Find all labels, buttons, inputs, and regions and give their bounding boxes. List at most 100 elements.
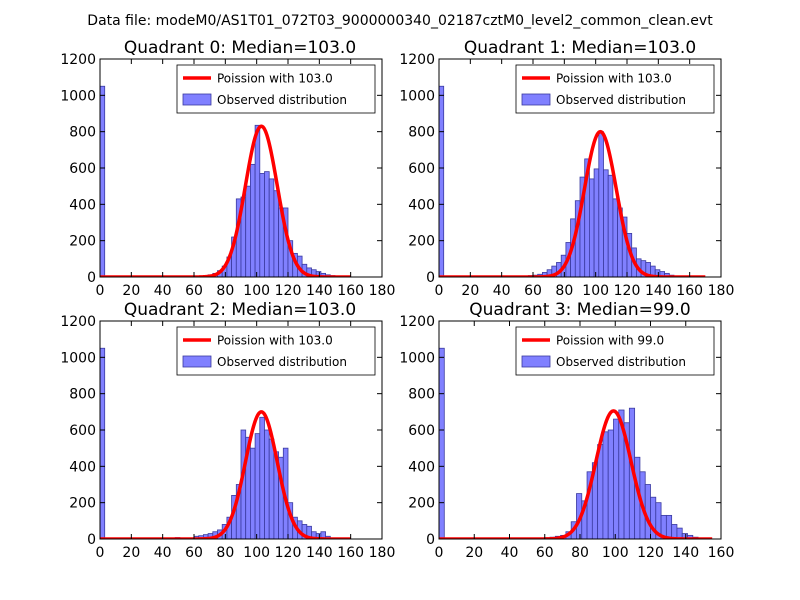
histogram-bar xyxy=(603,169,609,277)
legend: Poission with 103.0 Observed distribution xyxy=(176,64,376,114)
figure-title: Data file: modeM0/AS1T01_072T03_90000003… xyxy=(87,13,713,29)
y-tick-label: 600 xyxy=(69,161,96,177)
x-tick-label: 60 xyxy=(185,545,203,561)
y-tick-label: 600 xyxy=(408,423,435,439)
x-tick-label: 100 xyxy=(602,545,629,561)
x-tick-label: 0 xyxy=(96,283,105,299)
y-tick-label: 200 xyxy=(408,234,435,250)
histogram-bar xyxy=(268,178,275,277)
x-tick-label: 20 xyxy=(461,283,479,299)
histogram-bar xyxy=(245,185,251,277)
legend-label-curve: Poission with 99.0 xyxy=(556,334,664,348)
panel-title-quadrant-0: Quadrant 0: Median=103.0 xyxy=(124,38,356,58)
histogram-bar xyxy=(264,171,270,277)
legend-label-curve: Poission with 103.0 xyxy=(217,72,333,86)
legend-bar-swatch xyxy=(182,355,212,368)
legend-label-curve: Poission with 103.0 xyxy=(217,334,333,348)
histogram-bar xyxy=(320,531,326,539)
y-tick-label: 400 xyxy=(408,197,435,213)
x-tick-label: 80 xyxy=(571,545,589,561)
x-tick-label: 120 xyxy=(275,283,302,299)
histogram-bar xyxy=(665,514,673,539)
histogram-bar xyxy=(100,85,106,277)
y-tick-label: 1200 xyxy=(60,52,96,68)
x-tick-label: 140 xyxy=(306,283,333,299)
x-tick-label: 160 xyxy=(337,545,364,561)
x-tick-label: 160 xyxy=(708,545,735,561)
y-tick-label: 400 xyxy=(69,197,96,213)
histogram-bar xyxy=(264,429,270,539)
x-tick-label: 120 xyxy=(637,545,664,561)
y-tick-label: 400 xyxy=(408,459,435,475)
x-tick-label: 20 xyxy=(122,545,140,561)
x-tick-label: 140 xyxy=(306,545,333,561)
x-tick-label: 140 xyxy=(672,545,699,561)
x-tick-label: 40 xyxy=(154,283,172,299)
x-tick-label: 180 xyxy=(369,283,396,299)
y-tick-label: 800 xyxy=(69,387,96,403)
histogram-bars xyxy=(100,85,345,277)
legend-label-bars: Observed distribution xyxy=(217,355,347,369)
histogram-bar xyxy=(589,178,595,277)
legend-label-bars: Observed distribution xyxy=(556,355,686,369)
y-tick-label: 800 xyxy=(408,387,435,403)
panel-quadrant-2: Quadrant 2: Median=103.0 0 20 40 60 80 100 120… xyxy=(60,300,395,561)
y-tick-label: 1200 xyxy=(399,52,435,68)
y-tick-label: 200 xyxy=(408,496,435,512)
x-tick-label: 0 xyxy=(435,545,444,561)
x-tick-label: 20 xyxy=(465,545,483,561)
x-tick-label: 160 xyxy=(337,283,364,299)
y-tick-label: 400 xyxy=(69,459,96,475)
histogram-bar xyxy=(439,347,445,539)
x-tick-label: 80 xyxy=(555,283,573,299)
legend-label-bars: Observed distribution xyxy=(217,93,347,107)
histogram-bar xyxy=(273,190,279,277)
poisson-curve xyxy=(100,410,352,539)
histogram-bar xyxy=(254,433,261,539)
histogram-bar xyxy=(100,347,106,539)
y-tick-label: 800 xyxy=(69,125,96,141)
x-tick-label: 20 xyxy=(122,283,140,299)
y-tick-label: 600 xyxy=(69,423,96,439)
histogram-bar xyxy=(607,174,614,277)
x-tick-label: 40 xyxy=(154,545,172,561)
y-tick-label: 1000 xyxy=(399,350,435,366)
histogram-bar xyxy=(602,431,609,539)
y-tick-label: 0 xyxy=(87,270,96,286)
x-tick-label: 0 xyxy=(435,283,444,299)
x-tick-label: 120 xyxy=(614,283,641,299)
histogram-bar xyxy=(598,131,604,277)
x-tick-label: 80 xyxy=(216,545,234,561)
y-tick-label: 800 xyxy=(408,125,435,141)
panel-title-quadrant-2: Quadrant 2: Median=103.0 xyxy=(124,300,356,320)
y-tick-label: 0 xyxy=(426,270,435,286)
x-tick-label: 140 xyxy=(645,283,672,299)
x-tick-label: 60 xyxy=(536,545,554,561)
x-tick-label: 60 xyxy=(524,283,542,299)
panel-title-quadrant-1: Quadrant 1: Median=103.0 xyxy=(464,38,696,58)
x-tick-label: 40 xyxy=(501,545,519,561)
x-tick-label: 60 xyxy=(185,283,203,299)
histogram-bar xyxy=(613,418,620,539)
panel-quadrant-1: Quadrant 1: Median=103.0 0 20 40 60 80 100 120… xyxy=(399,38,734,299)
histogram-bar xyxy=(612,198,619,277)
legend: Poission with 99.0 Observed distribution xyxy=(515,326,715,376)
legend-bar-swatch xyxy=(182,93,212,106)
y-tick-label: 1000 xyxy=(399,88,435,104)
legend: Poission with 103.0 Observed distribution xyxy=(176,326,376,376)
histogram-bar xyxy=(249,163,256,277)
x-tick-label: 100 xyxy=(582,283,609,299)
y-tick-label: 0 xyxy=(87,532,96,548)
y-tick-label: 0 xyxy=(426,532,435,548)
histogram-bar xyxy=(593,168,600,277)
x-tick-label: 120 xyxy=(275,545,302,561)
x-tick-label: 100 xyxy=(243,545,270,561)
legend-label-curve: Poission with 103.0 xyxy=(556,72,672,86)
x-tick-label: 160 xyxy=(676,283,703,299)
y-tick-label: 600 xyxy=(408,161,435,177)
histogram-bar xyxy=(439,85,445,277)
poisson-curve xyxy=(439,409,714,539)
poisson-curve xyxy=(100,124,352,277)
panel-quadrant-0: Quadrant 0: Median=103.0 0 20 40 60 80 100 120… xyxy=(60,38,395,299)
